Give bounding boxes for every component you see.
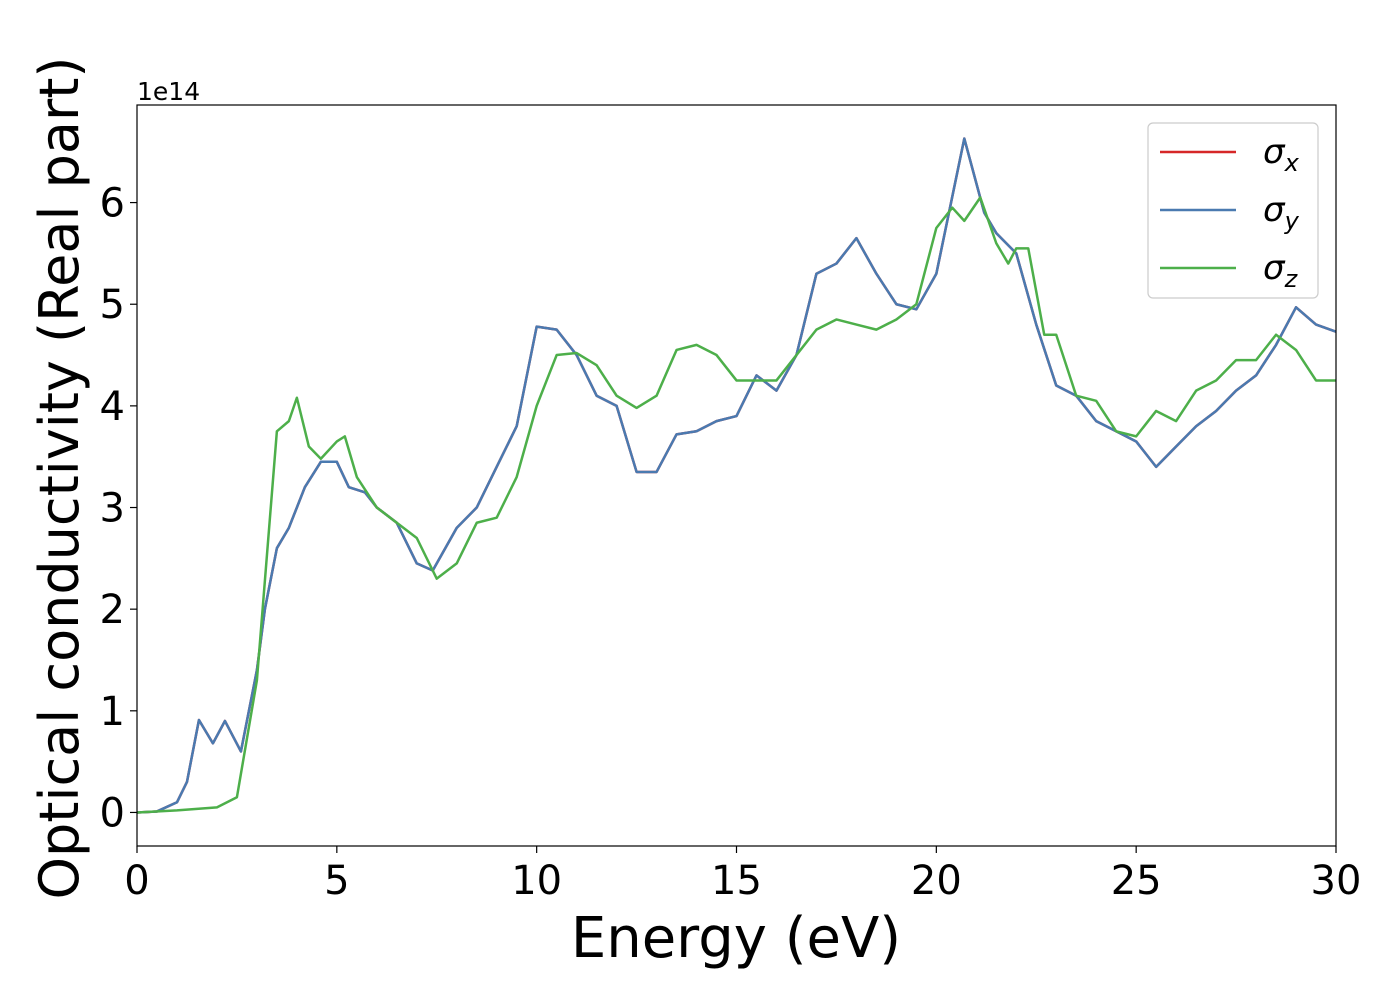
y-axis-label: Optical conductivity (Real part) <box>28 57 91 900</box>
y-tick-label: 0 <box>100 790 125 836</box>
legend-label: σx <box>1263 132 1300 177</box>
x-axis-label: Energy (eV) <box>571 906 901 971</box>
legend-label: σy <box>1263 190 1300 235</box>
x-tick-label: 10 <box>511 858 562 904</box>
x-tick-label: 20 <box>911 858 962 904</box>
y-tick-label: 1 <box>100 689 125 735</box>
y-tick-label: 2 <box>100 587 125 633</box>
legend-label: σz <box>1263 248 1299 293</box>
y-tick-label: 6 <box>100 181 125 227</box>
y-tick-label: 4 <box>100 384 125 430</box>
plot-frame <box>136 104 1337 847</box>
y-tick-label: 5 <box>100 282 125 328</box>
x-tick-label: 5 <box>324 858 349 904</box>
x-tick-label: 25 <box>1111 858 1162 904</box>
x-tick-label: 0 <box>124 858 149 904</box>
x-tick-label: 30 <box>1311 858 1362 904</box>
series-line <box>137 196 1336 814</box>
x-tick-label: 15 <box>711 858 762 904</box>
y-tick-label: 3 <box>100 486 125 532</box>
y-offset-text: 1e14 <box>137 77 200 106</box>
